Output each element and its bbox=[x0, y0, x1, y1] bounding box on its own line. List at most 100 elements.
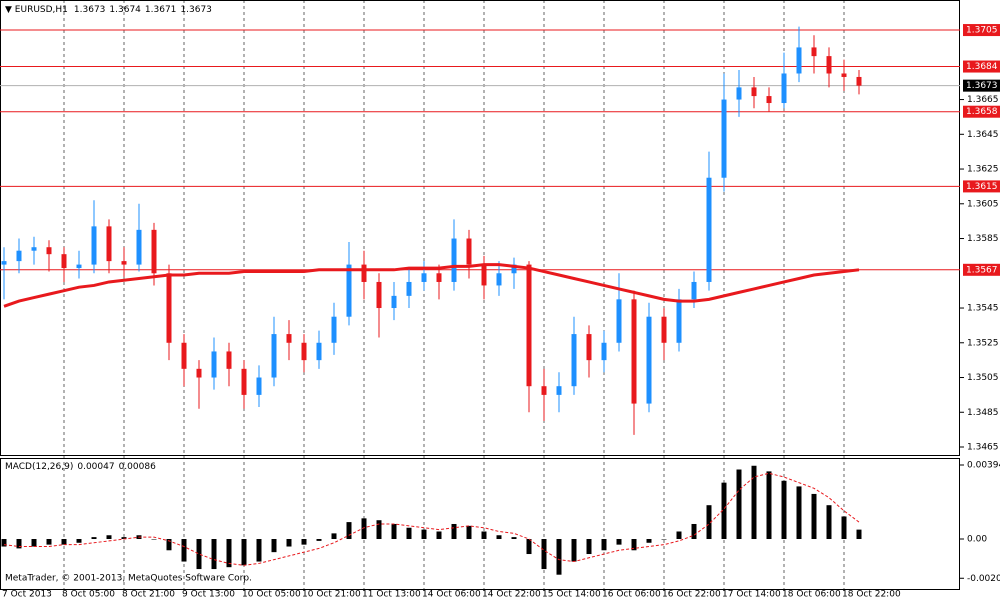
candle-body bbox=[316, 342, 322, 361]
candle-body bbox=[121, 261, 127, 265]
candle-body bbox=[661, 316, 667, 343]
candle-body bbox=[646, 316, 652, 404]
level-label: 1.3705 bbox=[966, 26, 998, 36]
macd-bar bbox=[316, 539, 322, 541]
x-tick-label: 11 Oct 13:00 bbox=[362, 590, 421, 600]
macd-bar bbox=[646, 539, 652, 543]
macd-y-tick-label: 0.00394 bbox=[967, 461, 1000, 471]
current-price-label: 1.3673 bbox=[966, 81, 998, 91]
macd-bar bbox=[586, 539, 592, 555]
macd-bar bbox=[61, 539, 67, 545]
level-box bbox=[963, 105, 1000, 118]
y-tick-label: 1.3665 bbox=[967, 95, 999, 105]
macd-bar bbox=[121, 537, 127, 540]
candle-body bbox=[676, 299, 682, 343]
y-tick-label: 1.3485 bbox=[967, 408, 999, 418]
macd-bar bbox=[256, 539, 262, 562]
macd-bar bbox=[31, 539, 37, 547]
macd-value: 0.00047 bbox=[77, 462, 114, 472]
macd-bar bbox=[781, 480, 787, 540]
candle-body bbox=[706, 177, 712, 282]
x-tick-label: 18 Oct 06:00 bbox=[782, 590, 841, 600]
candle-body bbox=[541, 386, 547, 395]
candle-body bbox=[211, 351, 217, 378]
candle-body bbox=[616, 299, 622, 343]
candle-body bbox=[601, 342, 607, 361]
x-tick-label: 10 Oct 05:00 bbox=[242, 590, 301, 600]
y-tick-label: 1.3645 bbox=[967, 130, 999, 140]
macd-title: MACD(12,26,9) bbox=[5, 462, 73, 472]
macd-bar bbox=[271, 539, 277, 553]
candle-body bbox=[481, 264, 487, 286]
macd-bar bbox=[676, 531, 682, 540]
candle-body bbox=[166, 273, 172, 343]
macd-bar bbox=[661, 539, 667, 540]
x-tick-label: 14 Oct 22:00 bbox=[482, 590, 541, 600]
macd-bar bbox=[556, 539, 562, 575]
candle-body bbox=[286, 334, 292, 343]
candle-body bbox=[151, 229, 157, 274]
x-tick-label: 8 Oct 05:00 bbox=[62, 590, 115, 600]
y-tick-label: 1.3605 bbox=[967, 199, 999, 209]
candle-body bbox=[406, 281, 412, 296]
header-high: 1.3674 bbox=[109, 5, 141, 15]
macd-bar bbox=[166, 539, 172, 551]
candle-body bbox=[436, 273, 442, 282]
candle-body bbox=[586, 334, 592, 361]
macd-bar bbox=[496, 535, 502, 540]
macd-bar bbox=[481, 531, 487, 540]
candle-body bbox=[721, 99, 727, 178]
symbol: EURUSD,H1 bbox=[15, 5, 68, 15]
macd-bar bbox=[241, 539, 247, 566]
macd-bar bbox=[376, 520, 382, 540]
macd-bar bbox=[511, 537, 517, 540]
candle-body bbox=[736, 87, 742, 100]
candle-body bbox=[556, 386, 562, 395]
x-tick-label: 10 Oct 21:00 bbox=[302, 590, 361, 600]
candle-body bbox=[796, 47, 802, 74]
level-box bbox=[963, 263, 1000, 276]
macd-bar bbox=[436, 531, 442, 540]
y-tick-label: 1.3525 bbox=[967, 338, 999, 348]
level-label: 1.3615 bbox=[966, 182, 998, 192]
level-box bbox=[963, 24, 1000, 37]
macd-bar bbox=[76, 539, 82, 543]
candle-body bbox=[841, 73, 847, 77]
x-tick-label: 15 Oct 14:00 bbox=[542, 590, 601, 600]
y-tick-label: 1.3505 bbox=[967, 373, 999, 383]
macd-bar bbox=[151, 539, 157, 540]
macd-bar bbox=[91, 537, 97, 540]
y-tick-label: 1.3625 bbox=[967, 165, 999, 175]
copyright: MetaTrader, © 2001-2013, MetaQuotes Soft… bbox=[5, 574, 252, 584]
plot bbox=[1, 26, 862, 575]
candle-body bbox=[766, 96, 772, 104]
macd-bar bbox=[736, 469, 742, 540]
macd-bar bbox=[796, 486, 802, 540]
candle-body bbox=[271, 334, 277, 378]
moving-average bbox=[3, 263, 860, 308]
macd-bar bbox=[211, 539, 217, 570]
candle-body bbox=[571, 334, 577, 387]
x-tick-label: 16 Oct 06:00 bbox=[602, 590, 661, 600]
candle-body bbox=[856, 76, 862, 86]
x-tick-label: 18 Oct 22:00 bbox=[842, 590, 901, 600]
macd-bar bbox=[361, 518, 367, 540]
candle-body bbox=[376, 281, 382, 309]
candle-body bbox=[811, 47, 817, 57]
x-tick-label: 14 Oct 06:00 bbox=[422, 590, 481, 600]
candle-body bbox=[256, 377, 262, 395]
candle-body bbox=[751, 87, 757, 97]
macd-bar bbox=[631, 539, 637, 551]
macd-bar bbox=[181, 539, 187, 562]
level-label: 1.3684 bbox=[966, 62, 998, 72]
candle-body bbox=[31, 247, 37, 251]
macd-bar bbox=[331, 533, 337, 540]
candle-body bbox=[826, 56, 832, 74]
x-tick-label: 17 Oct 14:00 bbox=[722, 590, 781, 600]
candle-body bbox=[466, 238, 472, 265]
candle-body bbox=[91, 226, 97, 265]
candle-body bbox=[1, 261, 7, 265]
macd-bar bbox=[616, 539, 622, 545]
